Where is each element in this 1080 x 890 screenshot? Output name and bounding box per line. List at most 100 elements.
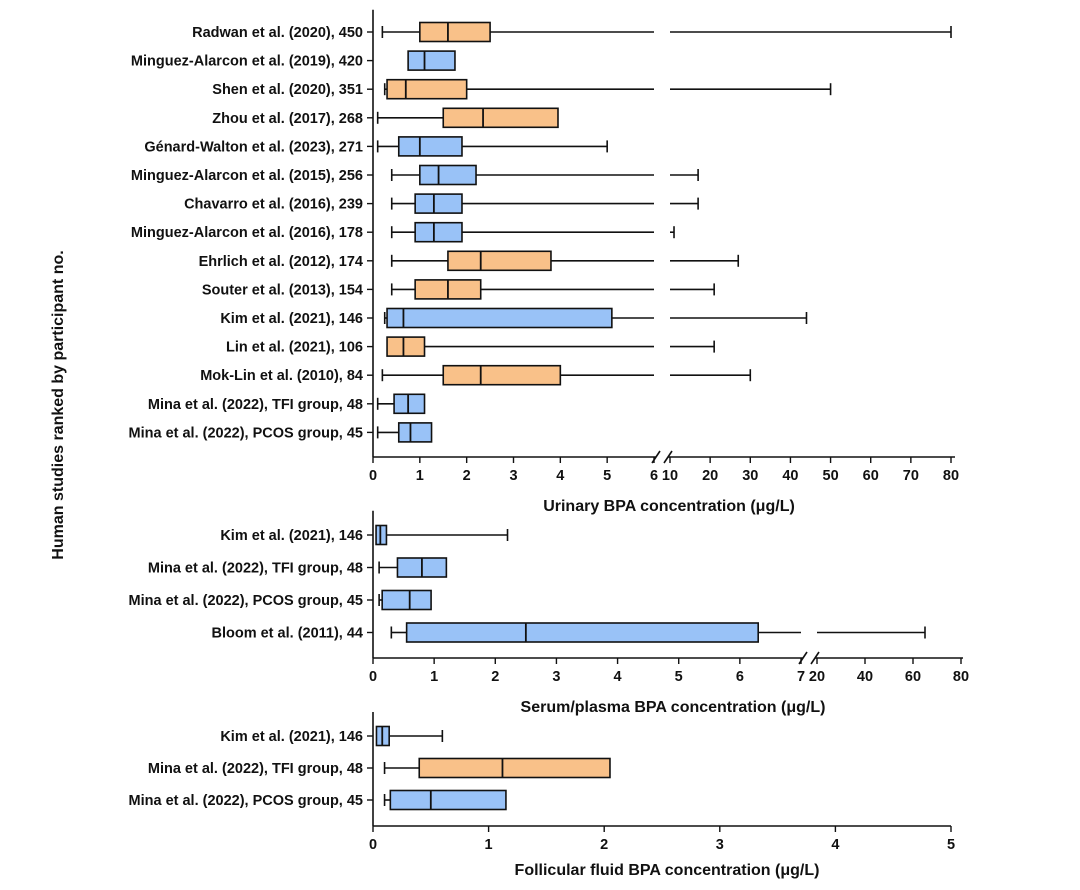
x-axis-title: Follicular fluid BPA concentration (μg/L…: [515, 862, 820, 879]
x-tick-label: 30: [742, 468, 758, 484]
iqr-box: [386, 78, 468, 100]
axis-break-mark: [663, 450, 673, 464]
iqr-box: [405, 622, 760, 643]
box-row: Mina et al. (2022), PCOS group, 45: [129, 589, 432, 611]
axis-break-mark: [810, 651, 820, 665]
iqr-box: [414, 221, 463, 243]
box-row: Minguez-Alarcon et al. (2019), 420: [131, 50, 456, 71]
iqr-box: [397, 136, 463, 157]
x-tick-label: 50: [823, 468, 839, 484]
box-row: Génard-Walton et al. (2023), 271: [144, 136, 608, 157]
x-tick-label: 0: [369, 837, 377, 853]
x-tick-label: 5: [675, 669, 683, 685]
row-label: Minguez-Alarcon et al. (2016), 178: [131, 225, 363, 241]
x-tick-label: 20: [809, 669, 825, 685]
row-label: Minguez-Alarcon et al. (2019), 420: [131, 54, 363, 70]
x-tick-label: 40: [857, 669, 873, 685]
box-row: Kim et al. (2021), 146: [220, 307, 808, 329]
row-label: Mina et al. (2022), TFI group, 48: [148, 397, 363, 413]
iqr-box: [386, 307, 613, 329]
x-tick-label: 20: [702, 468, 718, 484]
x-tick-label: 6: [650, 468, 658, 484]
x-tick-label: 3: [552, 669, 560, 685]
row-label: Génard-Walton et al. (2023), 271: [144, 139, 363, 155]
row-label: Mina et al. (2022), PCOS group, 45: [129, 593, 363, 609]
x-tick-label: 0: [369, 468, 377, 484]
x-tick-label: 1: [430, 669, 438, 685]
iqr-box: [418, 757, 611, 779]
box-row: Minguez-Alarcon et al. (2015), 256: [131, 164, 699, 186]
row-label: Zhou et al. (2017), 268: [212, 111, 363, 127]
iqr-box: [375, 524, 388, 546]
iqr-box: [397, 422, 433, 443]
iqr-box: [381, 589, 432, 611]
box-row: Kim et al. (2021), 146: [220, 725, 444, 747]
x-tick-label: 6: [736, 669, 744, 685]
x-tick-label: 4: [831, 837, 839, 853]
x-tick-label: 40: [782, 468, 798, 484]
box-row: Mina et al. (2022), TFI group, 48: [148, 757, 611, 779]
row-label: Ehrlich et al. (2012), 174: [199, 254, 363, 270]
x-tick-label: 0: [369, 669, 377, 685]
box-row: Lin et al. (2021), 106: [226, 336, 715, 357]
iqr-box: [393, 393, 426, 415]
x-tick-label: 70: [903, 468, 919, 484]
x-tick-label: 1: [416, 468, 424, 484]
row-label: Mina et al. (2022), PCOS group, 45: [129, 425, 363, 441]
x-tick-label: 60: [905, 669, 921, 685]
row-label: Bloom et al. (2011), 44: [211, 626, 363, 642]
box-row: Shen et al. (2020), 351: [212, 78, 832, 100]
box-row: Mina et al. (2022), TFI group, 48: [148, 393, 426, 415]
row-label: Kim et al. (2021), 146: [220, 311, 363, 327]
iqr-box: [386, 336, 426, 357]
iqr-box: [419, 164, 477, 186]
x-tick-label: 3: [509, 468, 517, 484]
box-row: Mina et al. (2022), PCOS group, 45: [129, 422, 433, 443]
row-label: Mok-Lin et al. (2010), 84: [200, 368, 363, 384]
x-tick-label: 4: [556, 468, 564, 484]
row-label: Kim et al. (2021), 146: [220, 528, 363, 544]
box-row: Mina et al. (2022), TFI group, 48: [148, 557, 448, 578]
row-label: Kim et al. (2021), 146: [220, 729, 363, 745]
row-label: Radwan et al. (2020), 450: [192, 25, 363, 41]
box-row: Radwan et al. (2020), 450: [192, 21, 952, 43]
x-tick-label: 2: [463, 468, 471, 484]
iqr-box: [442, 364, 562, 386]
x-tick-label: 5: [947, 837, 955, 853]
x-axis-title: Urinary BPA concentration (μg/L): [543, 498, 795, 515]
x-tick-label: 4: [614, 669, 622, 685]
row-label: Mina et al. (2022), TFI group, 48: [148, 561, 363, 577]
box-row: Zhou et al. (2017), 268: [212, 107, 559, 129]
row-label: Minguez-Alarcon et al. (2015), 256: [131, 168, 363, 184]
x-tick-label: 10: [662, 468, 678, 484]
x-tick-label: 60: [863, 468, 879, 484]
x-tick-label: 80: [943, 468, 959, 484]
box-row: Chavarro et al. (2016), 239: [184, 193, 699, 214]
x-tick-label: 2: [491, 669, 499, 685]
x-tick-label: 80: [953, 669, 969, 685]
panel-2: 0 1 2 3 4 5 6 7 20 40 60 80 Serum/plasma BPA concent…: [129, 510, 969, 716]
panel-1: 0 1 2 3 4 5 6 10 20 30 40 50 60 70 80 Urinary BPA conce…: [129, 9, 959, 515]
y-axis-title: Human studies ranked by participant no.: [50, 250, 67, 559]
iqr-box: [389, 789, 507, 811]
row-label: Mina et al. (2022), PCOS group, 45: [129, 793, 363, 809]
row-label: Mina et al. (2022), TFI group, 48: [148, 761, 363, 777]
iqr-box: [447, 250, 552, 272]
row-label: Shen et al. (2020), 351: [212, 82, 363, 98]
x-axis-title: Serum/plasma BPA concentration (μg/L): [521, 699, 826, 716]
panel-3: 0 1 2 3 4 5 Follicular fluid BPA concentration…: [129, 712, 955, 879]
x-tick-label: 2: [600, 837, 608, 853]
x-tick-label: 5: [603, 468, 611, 484]
box-row: Minguez-Alarcon et al. (2016), 178: [131, 221, 675, 243]
box-row: Kim et al. (2021), 146: [220, 524, 509, 546]
row-label: Lin et al. (2021), 106: [226, 340, 363, 356]
iqr-box: [419, 21, 491, 43]
box-row: Ehrlich et al. (2012), 174: [199, 250, 740, 272]
iqr-box: [442, 107, 559, 129]
x-tick-label: 1: [485, 837, 493, 853]
box-row: Mina et al. (2022), PCOS group, 45: [129, 789, 507, 811]
x-tick-label: 7: [797, 669, 805, 685]
row-label: Souter et al. (2013), 154: [202, 282, 363, 298]
row-label: Chavarro et al. (2016), 239: [184, 197, 363, 213]
